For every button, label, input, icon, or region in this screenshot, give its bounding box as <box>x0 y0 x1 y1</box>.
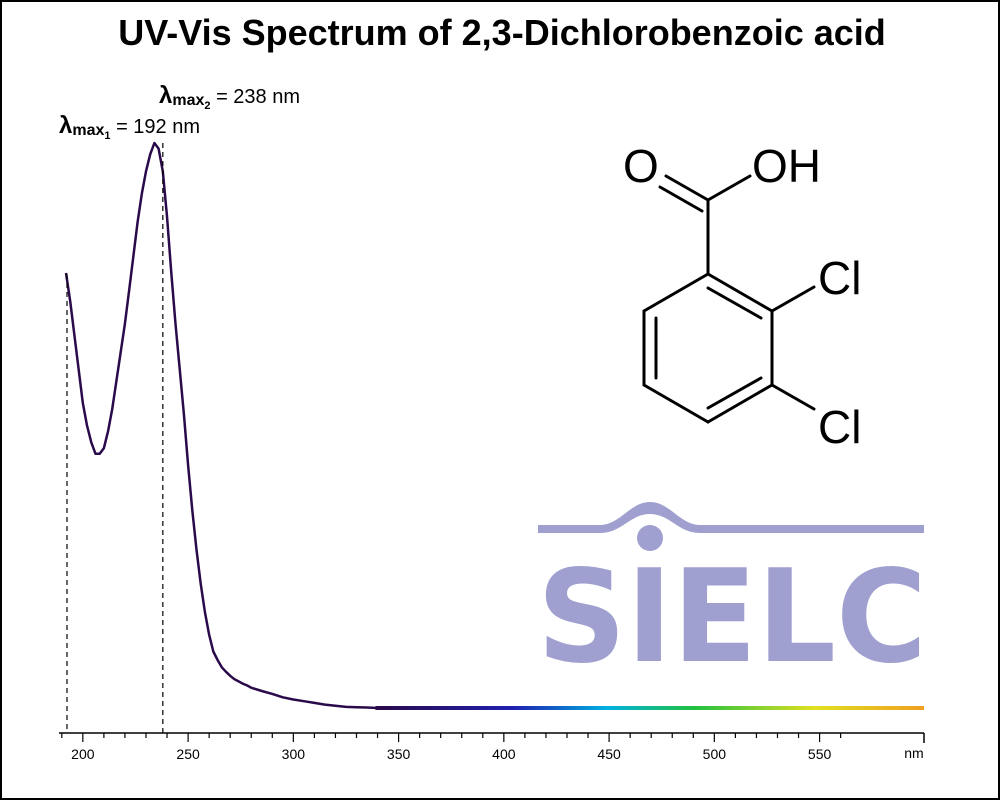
logo-dot <box>637 525 663 551</box>
x-tick-label: 550 <box>808 746 832 762</box>
logo-text: SIELC <box>537 543 927 692</box>
atom-cl-bottom: Cl <box>818 401 861 453</box>
bond-ring-inner-1 <box>706 286 763 320</box>
peak-label: λmax1 = 192 nm <box>59 112 200 142</box>
bond-c-cl-top <box>770 285 816 313</box>
x-tick-label: 350 <box>387 746 411 762</box>
x-tick-label: 500 <box>703 746 727 762</box>
bond-ring-4 <box>642 383 710 424</box>
atom-o-double: O <box>623 140 659 192</box>
bond-c-oh <box>706 174 752 202</box>
atom-cl-top: Cl <box>818 252 861 304</box>
bond-ring-inner-2 <box>706 376 763 410</box>
peak-label: λmax2 = 238 nm <box>159 82 300 112</box>
bond-c-o-double-b <box>658 185 704 213</box>
atom-oh: OH <box>752 140 821 192</box>
bond-ring-6 <box>642 272 710 313</box>
x-tick-label: 450 <box>597 746 621 762</box>
x-tick-label: 300 <box>282 746 306 762</box>
bond-c-cl-bottom <box>770 383 816 411</box>
x-tick-label: 250 <box>176 746 200 762</box>
logo-swoosh <box>538 502 924 533</box>
x-axis: 200 250 300 350 400 450 500 550 nm <box>59 732 925 762</box>
x-tick-label: 200 <box>71 746 95 762</box>
spectrum-line <box>64 141 378 710</box>
bond-ring-3 <box>706 383 774 424</box>
x-axis-label: nm <box>904 745 923 761</box>
molecule-structure <box>642 174 816 424</box>
x-tick-label: 400 <box>492 746 516 762</box>
sielc-logo: SIELC <box>537 502 927 692</box>
bond-ring-1 <box>706 272 774 313</box>
bond-c-o-double-a <box>664 174 710 202</box>
chart-title: UV-Vis Spectrum of 2,3-Dichlorobenzoic a… <box>118 12 886 53</box>
